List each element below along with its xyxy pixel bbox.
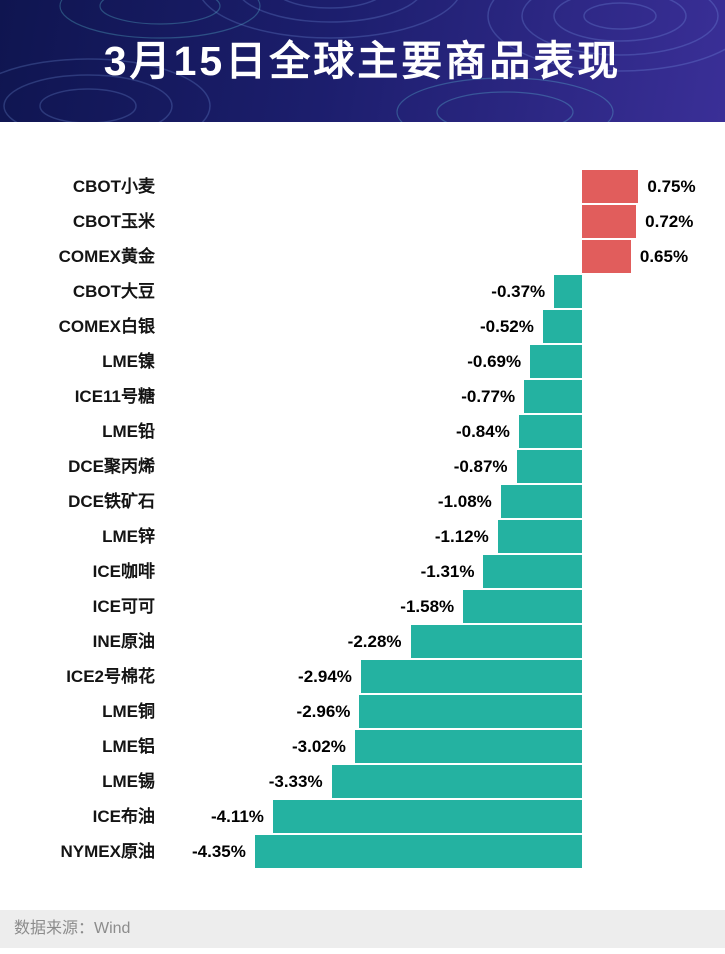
negative-bar: [463, 590, 582, 623]
positive-bar: [582, 240, 631, 273]
category-label: LME镍: [102, 352, 155, 371]
value-label: -0.69%: [467, 352, 522, 371]
negative-bar: [500, 485, 582, 518]
value-label: 0.75%: [647, 177, 696, 196]
negative-bar: [483, 555, 582, 588]
value-label: -3.02%: [292, 737, 346, 756]
chart-row: LME锡 -3.33%: [0, 764, 725, 799]
negative-bar: [354, 730, 582, 763]
header-contour-pattern: [0, 0, 725, 122]
value-label: -4.11%: [210, 807, 264, 826]
value-label: 0.72%: [645, 212, 694, 231]
category-label: ICE咖啡: [92, 562, 155, 581]
category-label: ICE11号糖: [74, 387, 155, 406]
value-label: -1.08%: [437, 492, 492, 511]
value-label: -1.31%: [420, 562, 475, 581]
chart-row: ICE布油 -4.11%: [0, 799, 725, 834]
category-label: INE原油: [92, 632, 155, 651]
category-label: LME铝: [102, 737, 155, 756]
category-label: ICE2号棉花: [66, 667, 155, 686]
data-source-text: 数据来源：Wind: [14, 920, 131, 937]
negative-bar: [516, 450, 582, 483]
category-label: LME铜: [102, 702, 155, 721]
category-label: CBOT大豆: [72, 282, 155, 301]
negative-bar: [524, 380, 582, 413]
negative-bar: [331, 765, 582, 798]
chart-row: NYMEX原油 -4.35%: [0, 834, 725, 869]
negative-bar: [542, 310, 582, 343]
negative-bar: [254, 835, 582, 868]
negative-bar: [530, 345, 582, 378]
negative-bar: [272, 800, 582, 833]
value-label: 0.65%: [639, 247, 689, 266]
negative-bar: [554, 275, 582, 308]
negative-bar: [497, 520, 582, 553]
category-label: DCE聚丙烯: [68, 457, 155, 476]
chart-row: LME锌 -1.12%: [0, 519, 725, 554]
value-label: -0.77%: [461, 387, 516, 406]
chart-row: ICE11号糖 -0.77%: [0, 379, 725, 414]
category-label: DCE铁矿石: [68, 492, 155, 511]
chart-row: LME铝 -3.02%: [0, 729, 725, 764]
category-label: NYMEX原油: [60, 842, 155, 861]
value-label: -2.96%: [296, 702, 351, 721]
value-label: -0.37%: [491, 282, 546, 301]
category-label: CBOT小麦: [72, 177, 155, 196]
category-label: COMEX白银: [58, 317, 155, 336]
category-label: COMEX黄金: [58, 247, 155, 266]
negative-bar: [359, 695, 582, 728]
positive-bar: [582, 170, 639, 203]
chart-row: ICE咖啡 -1.31%: [0, 554, 725, 589]
category-label: ICE可可: [92, 597, 155, 616]
chart-row: ICE可可 -1.58%: [0, 589, 725, 624]
header-banner: 3月15日全球主要商品表现: [0, 0, 725, 122]
chart-row: CBOT大豆 -0.37%: [0, 274, 725, 309]
chart-row: CBOT玉米 0.72%: [0, 204, 725, 239]
negative-bar: [518, 415, 582, 448]
value-label: -1.12%: [434, 527, 489, 546]
category-label: LME锡: [102, 772, 155, 791]
value-label: -0.87%: [453, 457, 508, 476]
value-label: -1.58%: [400, 597, 455, 616]
negative-bar: [410, 625, 582, 658]
value-label: -2.28%: [347, 632, 402, 651]
bar-chart: CBOT小麦 0.75% CBOT玉米 0.72% COMEX黄金 0.65% CBOT大豆…: [0, 169, 725, 869]
category-label: LME铅: [102, 422, 155, 441]
value-label: -2.94%: [298, 667, 352, 686]
chart-row: DCE聚丙烯 -0.87%: [0, 449, 725, 484]
chart-row: LME铅 -0.84%: [0, 414, 725, 449]
chart-row: INE原油 -2.28%: [0, 624, 725, 659]
chart-row: COMEX黄金 0.65%: [0, 239, 725, 274]
chart-row: ICE2号棉花 -2.94%: [0, 659, 725, 694]
category-label: LME锌: [102, 527, 155, 546]
negative-bar: [360, 660, 582, 693]
chart-row: DCE铁矿石 -1.08%: [0, 484, 725, 519]
value-label: -3.33%: [268, 772, 323, 791]
chart-row: COMEX白银 -0.52%: [0, 309, 725, 344]
positive-bar: [582, 205, 637, 238]
chart-row: LME镍 -0.69%: [0, 344, 725, 379]
category-label: ICE布油: [92, 807, 155, 826]
page-title: 3月15日全球主要商品表现: [103, 38, 622, 84]
category-label: CBOT玉米: [72, 212, 155, 231]
value-label: -0.52%: [480, 317, 534, 336]
chart-row: CBOT小麦 0.75%: [0, 169, 725, 204]
value-label: -0.84%: [455, 422, 510, 441]
data-source-bar: 数据来源：Wind: [0, 910, 725, 948]
chart-row: LME铜 -2.96%: [0, 694, 725, 729]
value-label: -4.35%: [192, 842, 246, 861]
